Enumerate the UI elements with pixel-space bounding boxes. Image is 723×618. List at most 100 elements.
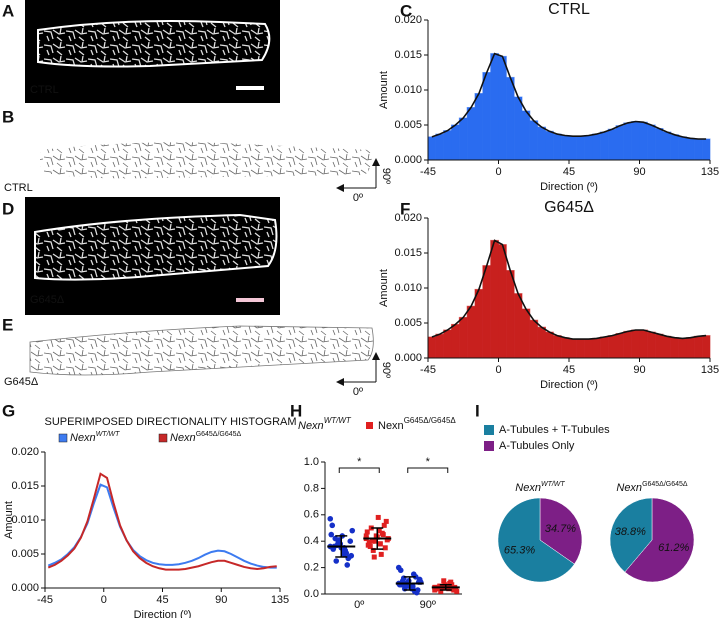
bar: [631, 121, 641, 161]
x-tick-label: 45: [156, 594, 168, 606]
panel-letter: B: [2, 107, 14, 126]
bar: [693, 335, 703, 359]
pie-title: NexnWT/WT: [515, 481, 565, 494]
cell: [37, 20, 271, 68]
name: Nexn: [378, 420, 404, 432]
data-point: [409, 583, 416, 589]
significance-label: *: [426, 456, 431, 468]
name: Nexn: [515, 482, 541, 494]
name-sup: G645Δ/G645Δ: [196, 431, 242, 438]
error-bar: [439, 584, 452, 591]
bar: [615, 333, 625, 359]
bar: [662, 335, 672, 359]
image-label: CTRL: [4, 182, 33, 194]
data-point: [378, 551, 384, 557]
y-tick-label: 0.015: [394, 49, 422, 61]
data-point: [377, 541, 383, 547]
pie-slice: [539, 497, 583, 565]
data-point: [399, 578, 406, 584]
fit-curve: [431, 52, 707, 140]
legend-label: NexnG645Δ/G645Δ: [378, 416, 456, 432]
y-tick-label: 0.020: [11, 446, 39, 458]
bar: [466, 107, 476, 161]
pie-slice: [497, 497, 575, 583]
arrow-label: 90º: [380, 362, 392, 378]
pie-slice: [609, 497, 653, 573]
data-point: [454, 588, 460, 594]
bar: [631, 329, 641, 359]
pie-title: NexnG645Δ/G645Δ: [616, 481, 688, 494]
x-tick-label: 0: [495, 364, 501, 376]
arrow-label: 0º: [353, 192, 363, 204]
chart-title: G645Δ: [544, 199, 594, 216]
bar: [623, 122, 633, 161]
bar: [537, 326, 547, 359]
name-sup: G645Δ/G645Δ: [642, 481, 688, 488]
bar: [458, 316, 468, 359]
data-point: [328, 531, 335, 538]
bar: [678, 136, 688, 161]
fit-curve: [431, 239, 707, 340]
name: Nexn: [616, 482, 642, 494]
bar: [646, 124, 656, 161]
bar: [529, 319, 539, 359]
bar: [537, 126, 547, 161]
skeleton: [29, 325, 374, 376]
bar: [521, 110, 531, 161]
bar: [443, 130, 452, 161]
panel-letter: D: [2, 199, 14, 218]
legend-swatch: [484, 441, 494, 451]
scale-bar: [236, 86, 264, 90]
error-bar: [335, 535, 348, 558]
bar: [670, 337, 680, 359]
name-sup: WT/WT: [324, 416, 352, 425]
panel-letter: A: [2, 1, 14, 20]
value-label: 34.7%: [545, 523, 576, 535]
bar: [490, 239, 499, 359]
y-tick-label: 0.005: [394, 119, 422, 131]
name-sup: G645Δ/G645Δ: [404, 416, 457, 425]
bar: [427, 136, 437, 161]
bar: [576, 338, 586, 359]
bar: [490, 53, 499, 161]
data-point: [366, 540, 372, 546]
y-tick-label: 0.0: [304, 588, 319, 600]
x-axis-label: Direction (º): [134, 609, 192, 618]
bar: [513, 96, 523, 161]
bar: [592, 337, 601, 359]
x-tick-label: 0º: [354, 599, 364, 611]
y-axis-label: Amount: [3, 501, 15, 539]
bar: [466, 305, 476, 359]
line: [47, 483, 277, 569]
y-tick-label: 0.000: [394, 352, 422, 364]
data-point: [333, 558, 340, 564]
bar: [474, 93, 484, 161]
y-tick-label: 0.020: [394, 14, 422, 26]
y-tick-label: 0.005: [11, 548, 39, 560]
data-point: [364, 529, 370, 535]
x-tick-label: 135: [701, 364, 719, 376]
bar: [662, 131, 672, 161]
legend-label: NexnG645Δ/G645Δ: [170, 431, 242, 444]
chart-title: SUPERIMPOSED DIRECTIONALITY HISTOGRAM: [44, 416, 296, 428]
bar: [443, 329, 452, 359]
bar: [560, 135, 570, 161]
bar: [545, 331, 554, 359]
data-point: [372, 538, 378, 544]
panel-letter: F: [400, 199, 410, 218]
bar: [701, 138, 711, 161]
bar: [435, 333, 445, 359]
data-point: [327, 515, 334, 522]
x-tick-label: 45: [563, 364, 575, 376]
bar: [505, 76, 515, 161]
data-point: [344, 562, 351, 568]
bar: [615, 125, 625, 161]
legend-label: NexnWT/WT: [298, 416, 352, 432]
panel-letter: G: [2, 401, 15, 420]
x-tick-label: 0: [495, 166, 501, 178]
significance-bracket: [338, 467, 380, 473]
data-point: [382, 545, 388, 551]
image-label: G645Δ: [30, 294, 65, 306]
data-point: [349, 527, 356, 534]
bar: [498, 55, 507, 161]
